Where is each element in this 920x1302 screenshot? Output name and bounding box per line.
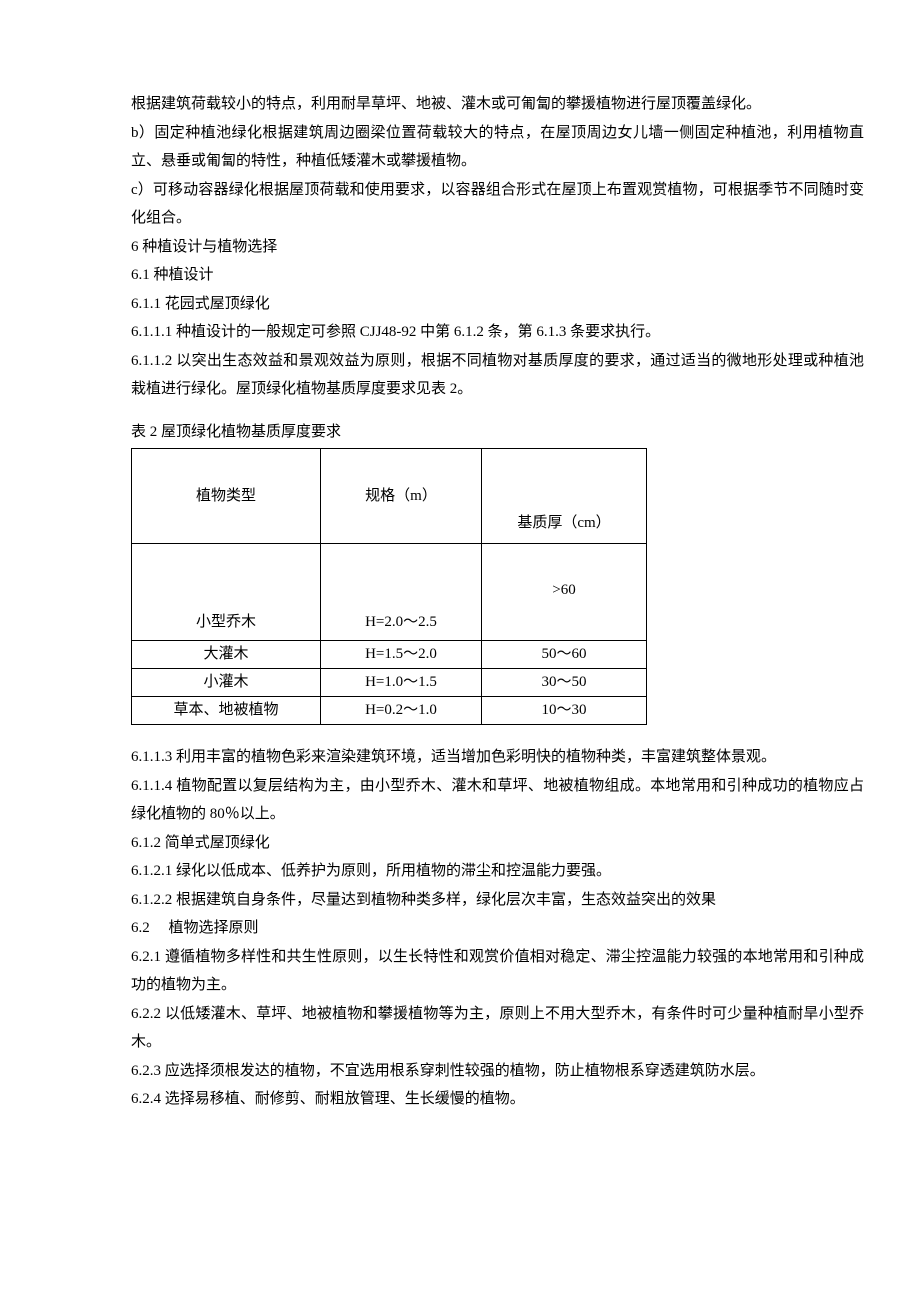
table-row: 大灌木 H=1.5〜2.0 50〜60 (132, 641, 647, 669)
body-paragraph: 6.1.2.2 根据建筑自身条件，尽量达到植物种类多样，绿化层次丰富，生态效益突… (131, 886, 864, 915)
table-cell: 50〜60 (482, 641, 647, 669)
table-cell: >60 (482, 544, 647, 641)
body-paragraph: 根据建筑荷载较小的特点，利用耐旱草坪、地被、灌木或可匍匐的攀援植物进行屋顶覆盖绿… (131, 90, 864, 119)
body-paragraph: 6.2.4 选择易移植、耐修剪、耐粗放管理、生长缓慢的植物。 (131, 1085, 864, 1114)
section-heading: 6.1 种植设计 (131, 261, 864, 290)
table-cell: 小灌木 (132, 669, 321, 697)
table-title: 表 2 屋顶绿化植物基质厚度要求 (131, 418, 864, 447)
body-paragraph: 6.2.1 遵循植物多样性和共生性原则，以生长特性和观赏价值相对稳定、滞尘控温能… (131, 943, 864, 1000)
table-row: 小灌木 H=1.0〜1.5 30〜50 (132, 669, 647, 697)
section-heading: 6.1.2 简单式屋顶绿化 (131, 829, 864, 858)
table-cell: 30〜50 (482, 669, 647, 697)
table-cell: 10〜30 (482, 697, 647, 725)
table-cell: 小型乔木 (132, 544, 321, 641)
section-heading: 6.2 植物选择原则 (131, 914, 864, 943)
table-cell: H=1.5〜2.0 (321, 641, 482, 669)
section-heading: 6.1.1 花园式屋顶绿化 (131, 290, 864, 319)
body-paragraph: c）可移动容器绿化根据屋顶荷载和使用要求，以容器组合形式在屋顶上布置观赏植物，可… (131, 176, 864, 233)
section-heading: 6 种植设计与植物选择 (131, 233, 864, 262)
table-header-cell: 基质厚（cm） (482, 449, 647, 544)
body-paragraph: 6.2.2 以低矮灌木、草坪、地被植物和攀援植物等为主，原则上不用大型乔木，有条… (131, 1000, 864, 1057)
table-header-cell: 规格（m） (321, 449, 482, 544)
table-cell: H=0.2〜1.0 (321, 697, 482, 725)
body-paragraph: 6.1.1.1 种植设计的一般规定可参照 CJJ48-92 中第 6.1.2 条… (131, 318, 864, 347)
table-row: 小型乔木 H=2.0〜2.5 >60 (132, 544, 647, 641)
table-header-cell: 植物类型 (132, 449, 321, 544)
body-paragraph: 6.1.1.4 植物配置以复层结构为主，由小型乔木、灌木和草坪、地被植物组成。本… (131, 772, 864, 829)
table-cell: H=2.0〜2.5 (321, 544, 482, 641)
substrate-thickness-table: 植物类型 规格（m） 基质厚（cm） 小型乔木 H=2.0〜2.5 >60 大灌… (131, 448, 647, 725)
body-paragraph: 6.1.1.3 利用丰富的植物色彩来渲染建筑环境，适当增加色彩明快的植物种类，丰… (131, 743, 864, 772)
body-paragraph: 6.2.3 应选择须根发达的植物，不宜选用根系穿刺性较强的植物，防止植物根系穿透… (131, 1057, 864, 1086)
table-cell: 大灌木 (132, 641, 321, 669)
table-cell: H=1.0〜1.5 (321, 669, 482, 697)
table-cell: 草本、地被植物 (132, 697, 321, 725)
table-row: 草本、地被植物 H=0.2〜1.0 10〜30 (132, 697, 647, 725)
body-paragraph: 6.1.2.1 绿化以低成本、低养护为原则，所用植物的滞尘和控温能力要强。 (131, 857, 864, 886)
body-paragraph: 6.1.1.2 以突出生态效益和景观效益为原则，根据不同植物对基质厚度的要求，通… (131, 347, 864, 404)
body-paragraph: b）固定种植池绿化根据建筑周边圈梁位置荷载较大的特点，在屋顶周边女儿墙一侧固定种… (131, 119, 864, 176)
table-header-row: 植物类型 规格（m） 基质厚（cm） (132, 449, 647, 544)
